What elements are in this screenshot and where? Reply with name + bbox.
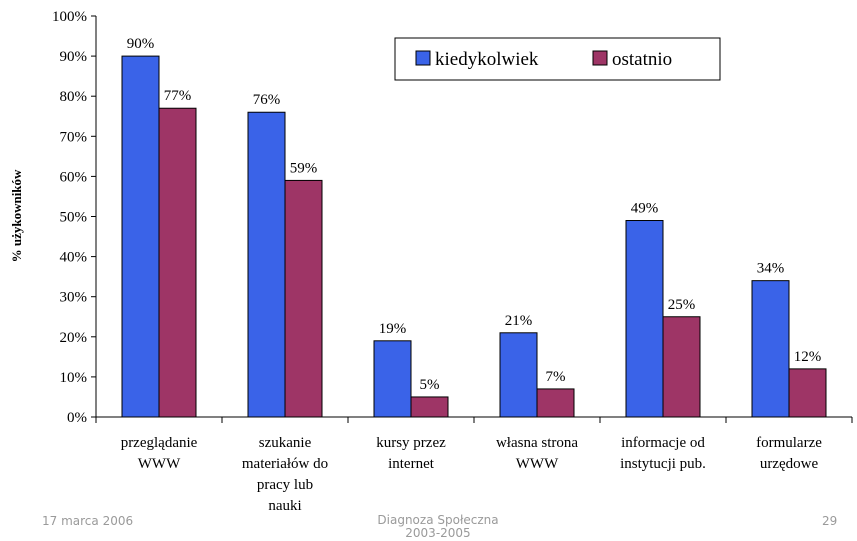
legend: kiedykolwiek ostatnio (394, 37, 721, 81)
data-label: 34% (757, 261, 785, 277)
data-label: 19% (379, 321, 407, 337)
category-label: własna strona WWW (496, 435, 578, 472)
category-label-line: szukanie (259, 435, 312, 451)
y-axis-ticks: 0% 10% 20% 30% 40% 50% 60% 70% 80% 90% 100% (52, 9, 96, 426)
bar-kiedykolwiek (373, 340, 412, 418)
y-tick-label: 80% (60, 89, 88, 105)
category-label-line: nauki (268, 498, 301, 514)
data-label: 21% (505, 313, 533, 329)
data-labels: 90% 77% 76% 59% 19% 5% 21% 7% 49% 25% 34% 12% (127, 36, 822, 393)
footer-page-number: 29 (822, 514, 838, 528)
category-label: informacje od instytucji pub. (620, 435, 706, 472)
chart-bars (121, 55, 827, 418)
category-label-line: formularze (756, 435, 822, 451)
bar-kiedykolwiek (121, 55, 160, 418)
category-label-line: internet (388, 456, 435, 472)
footer-source: Diagnoza Społeczna 2003-2005 (368, 514, 508, 540)
category-label-line: WWW (138, 456, 181, 472)
data-label: 77% (164, 88, 192, 104)
data-label: 25% (668, 297, 696, 313)
legend-swatch-kiedykolwiek (415, 50, 431, 66)
y-tick-label: 100% (52, 9, 87, 25)
category-label: kursy przez internet (376, 435, 446, 472)
category-label-line: informacje od (621, 435, 705, 451)
footer-source-line1: Diagnoza Społeczna (377, 513, 499, 527)
category-label-line: kursy przez (376, 435, 446, 451)
legend-swatch-ostatnio (592, 50, 608, 66)
legend-label-kiedykolwiek: kiedykolwiek (435, 49, 539, 70)
bar-ostatnio (536, 388, 575, 418)
x-axis-categories: przeglądanie WWW szukanie materiałów do prac… (121, 435, 823, 514)
y-tick-label: 40% (60, 250, 88, 266)
bar-kiedykolwiek (499, 332, 538, 418)
y-axis-label: % użykowników (9, 169, 24, 262)
data-label: 59% (290, 160, 318, 176)
y-tick-label: 70% (60, 129, 88, 145)
bar-ostatnio (158, 107, 197, 418)
y-tick-label: 50% (60, 210, 88, 226)
y-tick-label: 20% (60, 330, 88, 346)
category-label: formularze urzędowe (756, 435, 822, 472)
footer-date: 17 marca 2006 (42, 514, 134, 528)
data-label: 7% (546, 369, 566, 385)
category-label: szukanie materiałów do pracy lub nauki (242, 435, 328, 514)
bar-kiedykolwiek (751, 280, 790, 418)
category-label-line: pracy lub (257, 477, 313, 493)
category-label-line: WWW (516, 456, 559, 472)
legend-label-ostatnio: ostatnio (612, 49, 672, 70)
bar-ostatnio (788, 368, 827, 418)
bar-ostatnio (410, 396, 449, 418)
data-label: 12% (794, 349, 822, 365)
y-tick-label: 30% (60, 290, 88, 306)
footer-source-line2: 2003-2005 (405, 526, 471, 540)
data-label: 49% (631, 201, 659, 217)
y-tick-label: 10% (60, 370, 88, 386)
category-label-line: urzędowe (760, 456, 819, 472)
data-label: 76% (253, 92, 281, 108)
category-label: przeglądanie WWW (121, 435, 198, 472)
category-label-line: materiałów do (242, 456, 328, 472)
data-label: 90% (127, 36, 155, 52)
category-label-line: przeglądanie (121, 435, 198, 451)
legend-box (394, 37, 721, 81)
y-tick-label: 60% (60, 169, 88, 185)
y-tick-label: 0% (67, 410, 87, 426)
y-tick-label: 90% (60, 49, 88, 65)
category-label-line: instytucji pub. (620, 456, 706, 472)
bar-ostatnio (284, 179, 323, 418)
category-label-line: własna strona (496, 435, 578, 451)
data-label: 5% (420, 377, 440, 393)
bar-kiedykolwiek (247, 111, 286, 418)
bar-ostatnio (662, 316, 701, 418)
bar-kiedykolwiek (625, 220, 664, 418)
